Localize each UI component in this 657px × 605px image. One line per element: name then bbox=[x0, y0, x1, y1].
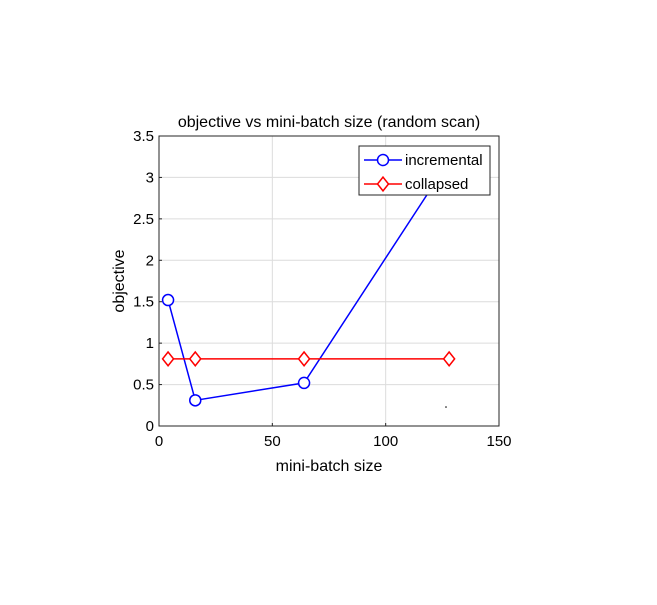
data-point bbox=[189, 394, 202, 407]
data-point bbox=[442, 350, 456, 367]
legend: incremental collapsed bbox=[358, 145, 491, 196]
x-tick-label: 150 bbox=[486, 433, 511, 450]
grid-lines bbox=[159, 136, 499, 426]
data-point bbox=[161, 350, 175, 367]
y-tick-label: 0.5 bbox=[133, 377, 154, 394]
legend-label: collapsed bbox=[405, 176, 468, 193]
chart-title: objective vs mini-batch size (random sca… bbox=[178, 114, 480, 131]
series-collapsed bbox=[161, 350, 456, 367]
legend-marker bbox=[376, 153, 390, 167]
data-point bbox=[297, 350, 311, 367]
data-point bbox=[161, 293, 175, 307]
y-tick-label: 1.5 bbox=[133, 294, 154, 311]
x-tick-label: 50 bbox=[264, 433, 281, 450]
y-tick-label: 3.5 bbox=[133, 128, 154, 145]
stray-dot bbox=[445, 406, 447, 408]
x-tick-label: 100 bbox=[373, 433, 398, 450]
x-axis-label: mini-batch size bbox=[276, 458, 383, 475]
series-line bbox=[167, 160, 450, 402]
y-tick-label: 0 bbox=[146, 418, 154, 435]
legend-entry: incremental bbox=[364, 152, 483, 169]
x-tick-label: 0 bbox=[155, 433, 163, 450]
y-tick-label: 1 bbox=[146, 335, 154, 352]
y-axis-label: objective bbox=[111, 249, 128, 312]
legend-marker bbox=[376, 175, 390, 193]
y-tick-label: 2 bbox=[146, 252, 154, 269]
y-tick-label: 3 bbox=[146, 169, 154, 186]
data-point bbox=[297, 376, 311, 390]
legend-entry: collapsed bbox=[364, 175, 468, 193]
y-tick-label: 2.5 bbox=[133, 211, 154, 228]
data-point bbox=[188, 350, 202, 367]
axis-ticks: 0 50 100 150 0 0.5 1 1.5 2 2.5 3 3.5 bbox=[133, 128, 511, 450]
legend-label: incremental bbox=[405, 152, 483, 169]
plot-frame bbox=[158, 135, 500, 427]
